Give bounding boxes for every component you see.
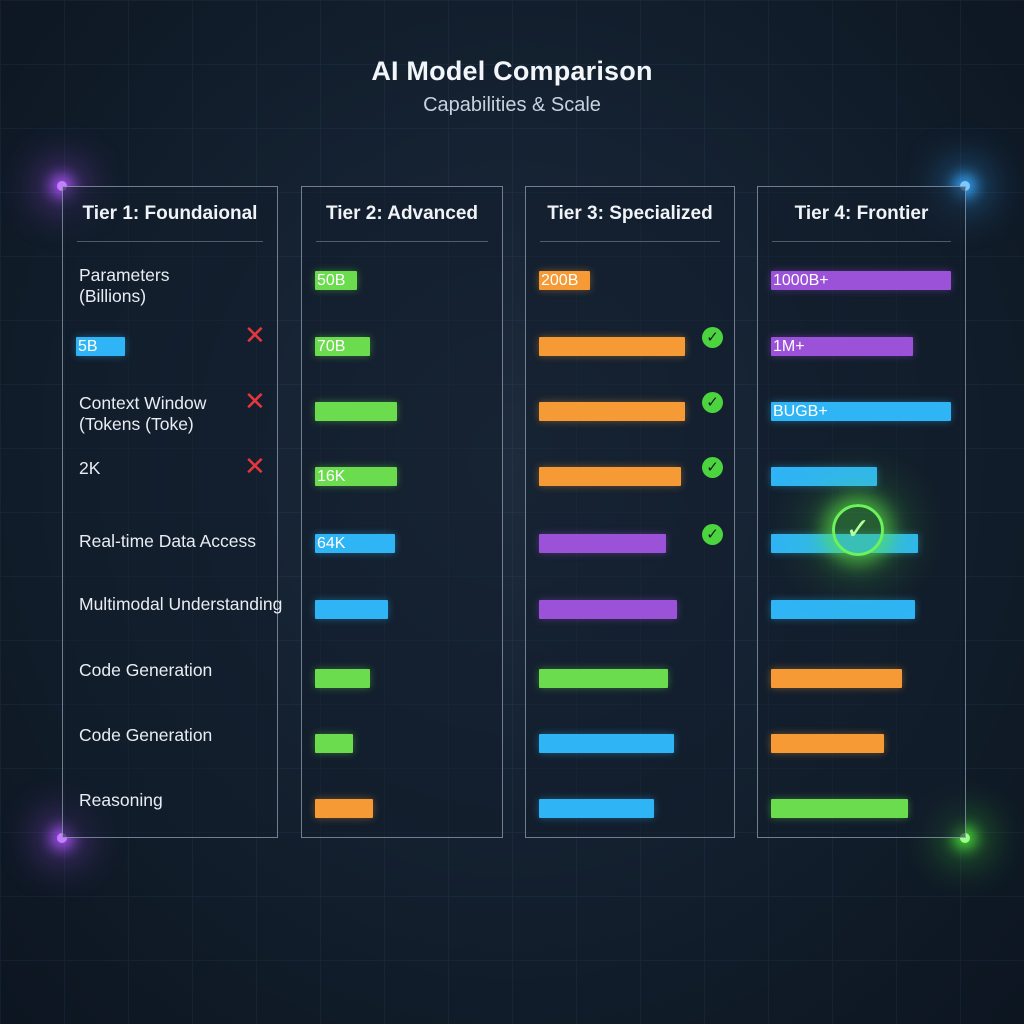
bar-value-label: 70B (317, 338, 346, 355)
bar-orange (771, 669, 902, 688)
row-label: Code Generation (79, 660, 213, 680)
row-label: Parameters (79, 265, 170, 285)
tier-divider-1 (77, 241, 263, 242)
bar-blue: BUGB+ (771, 402, 951, 421)
tier-title-1: Tier 1: Foundaional (82, 203, 258, 224)
bar-value-label: 5B (78, 338, 98, 355)
bar-value-label: 200B (541, 272, 579, 289)
row-label: Context Window (79, 393, 207, 413)
tier-title-2: Tier 2: Advanced (325, 203, 479, 224)
bar-green: 70B (315, 337, 370, 356)
tier-panel-4: Tier 4: Frontier 1000B+ 1M+ BUGB+ ✓ (757, 186, 966, 838)
highlight-check-icon: ✓ (832, 504, 884, 556)
bar-blue (539, 734, 674, 753)
cross-icon: ✕ (244, 451, 266, 481)
cross-icon: ✕ (244, 386, 266, 416)
bar-blue: 64K (315, 534, 395, 553)
tier-panel-1: Tier 1: Foundaional Parameters (Billions) C… (62, 186, 282, 838)
glow-dot-bottom-left (57, 833, 67, 843)
bar-purple: 1M+ (771, 337, 913, 356)
bar-orange (539, 402, 685, 421)
tier-panel-2: Tier 2: Advanced 50B 70B 16K 64K (301, 186, 503, 838)
bar-green: 50B (315, 271, 357, 290)
check-icon: ✓ (702, 392, 723, 413)
bar-orange (315, 799, 373, 818)
chart-subtitle: Capabilities & Scale (423, 94, 601, 116)
bar-value-label: 50B (317, 272, 346, 289)
bar-blue (539, 799, 654, 818)
bar-green (315, 402, 397, 421)
bar-blue (771, 600, 915, 619)
bar-value-label: 1000B+ (773, 272, 829, 289)
row-label: Multimodal Understanding (79, 594, 283, 614)
row-label: 2K (79, 458, 101, 478)
tier-title-4: Tier 4: Frontier (794, 203, 929, 224)
tier-divider-4 (772, 241, 951, 242)
check-icon: ✓ (702, 327, 723, 348)
bar-purple: 1000B+ (771, 271, 951, 290)
bar-value-label: 16K (317, 468, 346, 485)
bar-green (771, 799, 908, 818)
row-label: (Billions) (79, 286, 147, 306)
bar-green (539, 669, 668, 688)
bar-blue (315, 600, 388, 619)
row-label: Code Generation (79, 725, 213, 745)
bar-orange (771, 734, 884, 753)
cross-icon: ✕ (244, 320, 266, 350)
tier-divider-3 (540, 241, 720, 242)
bar-value-label: BUGB+ (773, 403, 828, 420)
bar-blue: 5B (76, 337, 125, 356)
check-icon: ✓ (702, 457, 723, 478)
bar-green: 16K (315, 467, 397, 486)
tier-divider-2 (316, 241, 488, 242)
check-icon: ✓ (702, 524, 723, 545)
bar-value-label: 1M+ (773, 338, 805, 355)
row-label: Reasoning (79, 790, 163, 810)
tier-panel-3: Tier 3: Specialized 200B ✓ ✓ ✓ ✓ (525, 186, 735, 838)
bar-orange (539, 337, 685, 356)
row-label: Real-time Data Access (79, 531, 257, 551)
bar-green (315, 734, 353, 753)
bar-green (315, 669, 370, 688)
bar-blue (771, 467, 877, 486)
bar-orange (539, 467, 681, 486)
bar-orange: 200B (539, 271, 590, 290)
tier-title-3: Tier 3: Specialized (547, 203, 713, 224)
chart-title: AI Model Comparison (371, 56, 653, 86)
bar-value-label: 64K (317, 535, 346, 552)
row-label: (Tokens (Toke) (79, 414, 194, 434)
bar-purple (539, 534, 666, 553)
glow-dot-bottom-right (960, 833, 970, 843)
bar-purple (539, 600, 677, 619)
